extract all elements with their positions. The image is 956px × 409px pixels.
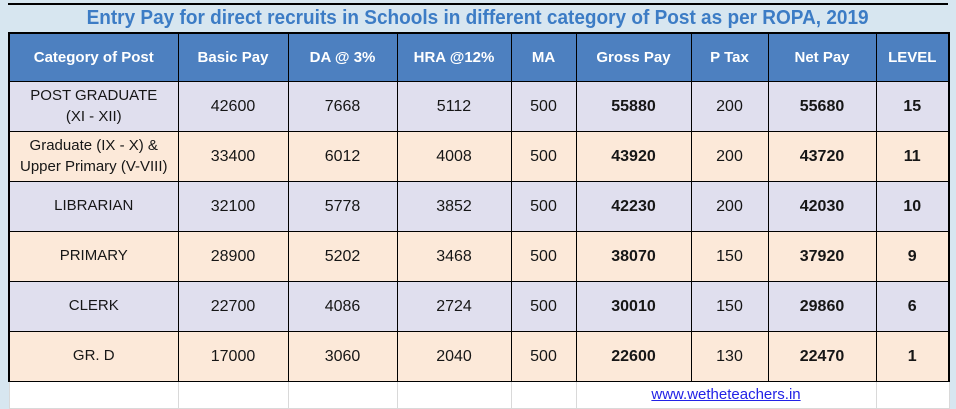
footer-row: www.wetheteachers.in — [8, 381, 950, 409]
footer-cell-empty — [510, 381, 577, 409]
net-pay-cell: 55680 — [767, 81, 877, 132]
category-line: CLERK — [68, 297, 119, 315]
table-row: POST GRADUATE (XI - XII) 42600 7668 5112… — [8, 81, 950, 132]
p-tax-cell: 130 — [690, 331, 769, 382]
net-pay-cell: 29860 — [767, 281, 877, 332]
category-line: Graduate (IX - X) & — [29, 137, 158, 155]
column-header-da: DA @ 3% — [287, 32, 398, 82]
table-row: PRIMARY 28900 5202 3468 500 38070 150 37… — [8, 231, 950, 282]
hra-cell: 2724 — [396, 281, 512, 332]
da-cell: 6012 — [287, 131, 398, 182]
basic-pay-cell: 17000 — [177, 331, 289, 382]
hra-cell: 4008 — [396, 131, 512, 182]
page-title-text: Entry Pay for direct recruits in Schools… — [86, 7, 870, 29]
p-tax-cell: 150 — [690, 231, 769, 282]
table-row: CLERK 22700 4086 2724 500 30010 150 2986… — [8, 281, 950, 332]
ma-cell: 500 — [510, 81, 577, 132]
hra-cell: 2040 — [396, 331, 512, 382]
category-line: POST GRADUATE — [30, 87, 158, 105]
da-cell: 3060 — [287, 331, 398, 382]
gross-pay-cell: 22600 — [575, 331, 692, 382]
column-header-category: Category of Post — [8, 32, 179, 82]
category-cell: PRIMARY — [8, 231, 179, 282]
category-line: GR. D — [72, 347, 115, 365]
net-pay-cell: 43720 — [767, 131, 877, 182]
level-cell: 6 — [875, 281, 950, 332]
hra-cell: 5112 — [396, 81, 512, 132]
column-header-gross-pay: Gross Pay — [575, 32, 692, 82]
footer-cell-empty — [396, 381, 512, 409]
basic-pay-cell: 28900 — [177, 231, 289, 282]
net-pay-cell: 37920 — [767, 231, 877, 282]
hra-cell: 3852 — [396, 181, 512, 232]
p-tax-cell: 200 — [690, 181, 769, 232]
category-cell: Graduate (IX - X) & Upper Primary (V-VII… — [8, 131, 179, 182]
ma-cell: 500 — [510, 231, 577, 282]
category-cell: CLERK — [8, 281, 179, 332]
net-pay-cell: 22470 — [767, 331, 877, 382]
table-row: LIBRARIAN 32100 5778 3852 500 42230 200 … — [8, 181, 950, 232]
column-header-p-tax: P Tax — [690, 32, 769, 82]
basic-pay-cell: 32100 — [177, 181, 289, 232]
table-row: GR. D 17000 3060 2040 500 22600 130 2247… — [8, 331, 950, 382]
column-header-basic-pay: Basic Pay — [177, 32, 289, 82]
footer-link-cell: www.wetheteachers.in — [575, 381, 877, 409]
da-cell: 4086 — [287, 281, 398, 332]
gross-pay-cell: 55880 — [575, 81, 692, 132]
footer-cell-empty — [287, 381, 398, 409]
footer-cell-empty — [177, 381, 289, 409]
column-header-hra: HRA @12% — [396, 32, 512, 82]
p-tax-cell: 150 — [690, 281, 769, 332]
hra-cell: 3468 — [396, 231, 512, 282]
footer-cell-empty — [8, 381, 179, 409]
header-row: Category of Post Basic Pay DA @ 3% HRA @… — [8, 32, 950, 82]
gross-pay-cell: 43920 — [575, 131, 692, 182]
level-cell: 10 — [875, 181, 950, 232]
category-cell: POST GRADUATE (XI - XII) — [8, 81, 179, 132]
ma-cell: 500 — [510, 281, 577, 332]
pay-table-sheet: Entry Pay for direct recruits in Schools… — [8, 3, 950, 409]
gross-pay-cell: 38070 — [575, 231, 692, 282]
category-cell: GR. D — [8, 331, 179, 382]
page-title: Entry Pay for direct recruits in Schools… — [8, 3, 948, 32]
da-cell: 5778 — [287, 181, 398, 232]
column-header-ma: MA — [510, 32, 577, 82]
basic-pay-cell: 33400 — [177, 131, 289, 182]
net-pay-cell: 42030 — [767, 181, 877, 232]
basic-pay-cell: 22700 — [177, 281, 289, 332]
ma-cell: 500 — [510, 131, 577, 182]
table-row: Graduate (IX - X) & Upper Primary (V-VII… — [8, 131, 950, 182]
category-line: Upper Primary (V-VIII) — [19, 157, 168, 175]
level-cell: 15 — [875, 81, 950, 132]
category-line: LIBRARIAN — [54, 197, 134, 215]
basic-pay-cell: 42600 — [177, 81, 289, 132]
entry-pay-table: Category of Post Basic Pay DA @ 3% HRA @… — [8, 32, 950, 409]
category-line: (XI - XII) — [65, 107, 122, 125]
gross-pay-cell: 42230 — [575, 181, 692, 232]
da-cell: 5202 — [287, 231, 398, 282]
level-cell: 1 — [875, 331, 950, 382]
column-header-net-pay: Net Pay — [767, 32, 877, 82]
footer-cell-empty — [875, 381, 950, 409]
level-cell: 9 — [875, 231, 950, 282]
ma-cell: 500 — [510, 181, 577, 232]
category-line: PRIMARY — [59, 247, 128, 265]
website-link[interactable]: www.wetheteachers.in — [651, 386, 801, 403]
level-cell: 11 — [875, 131, 950, 182]
p-tax-cell: 200 — [690, 131, 769, 182]
category-cell: LIBRARIAN — [8, 181, 179, 232]
column-header-level: LEVEL — [875, 32, 950, 82]
da-cell: 7668 — [287, 81, 398, 132]
p-tax-cell: 200 — [690, 81, 769, 132]
gross-pay-cell: 30010 — [575, 281, 692, 332]
ma-cell: 500 — [510, 331, 577, 382]
